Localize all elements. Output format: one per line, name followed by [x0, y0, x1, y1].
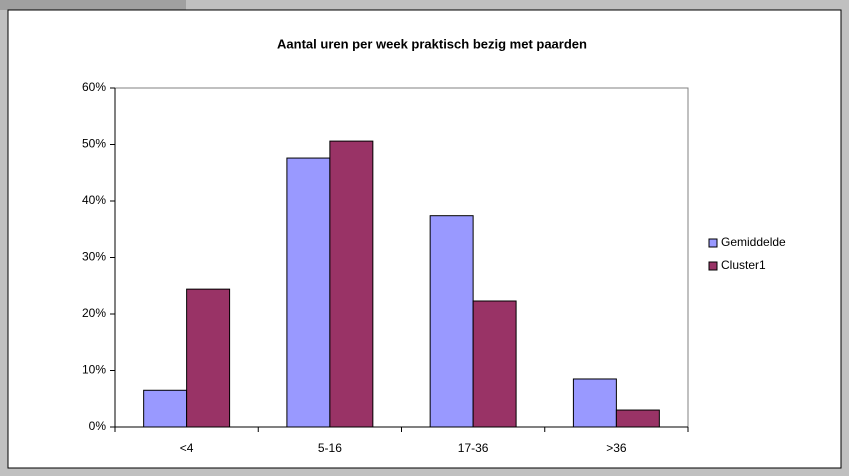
y-tick-label: 0%: [89, 419, 107, 433]
bar: [143, 389, 188, 428]
x-tick-label: >36: [606, 441, 627, 455]
y-tick-label: 20%: [82, 306, 106, 320]
legend-label: Gemiddelde: [721, 235, 786, 249]
x-tick-label: 5-16: [318, 441, 342, 455]
legend-swatch: [708, 261, 718, 271]
y-tick-label: 50%: [82, 137, 106, 151]
bar: [329, 140, 374, 428]
bar: [572, 378, 617, 428]
y-tick-label: 30%: [82, 250, 106, 264]
legend-swatch: [708, 238, 718, 248]
bar: [615, 409, 660, 428]
top-strip: [0, 0, 186, 10]
y-tick-label: 60%: [82, 80, 106, 94]
bar: [472, 300, 517, 428]
bar: [286, 157, 331, 428]
chart-title: Aantal uren per week praktisch bezig met…: [277, 36, 587, 51]
y-tick-label: 40%: [82, 193, 106, 207]
bar: [429, 215, 474, 428]
x-tick-label: <4: [180, 441, 194, 455]
bar: [186, 288, 231, 428]
y-tick-label: 10%: [82, 363, 106, 377]
x-tick-label: 17-36: [458, 441, 489, 455]
legend-label: Cluster1: [721, 258, 766, 272]
